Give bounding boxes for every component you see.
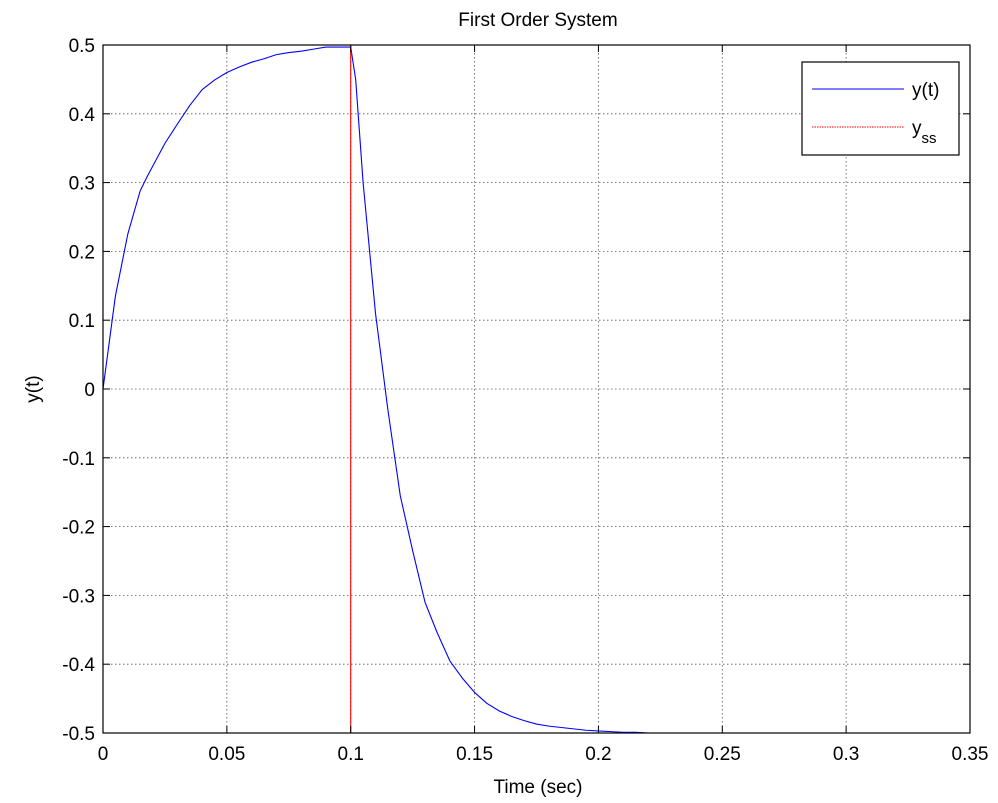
y-tick-label: 0.2 bbox=[69, 242, 95, 263]
grid-lines bbox=[103, 45, 970, 733]
y-tick-label: -0.3 bbox=[62, 586, 95, 607]
chart-title: First Order System bbox=[458, 10, 617, 31]
x-tick-label: 0 bbox=[98, 744, 109, 765]
y-tick-label: -0.4 bbox=[62, 655, 95, 676]
legend-label-y-t: y(t) bbox=[912, 80, 939, 101]
legend-label-y-ss-main: y bbox=[912, 118, 922, 139]
y-tick-label: -0.1 bbox=[62, 449, 95, 470]
x-tick-label: 0.3 bbox=[833, 744, 859, 765]
y-tick-label: 0.4 bbox=[69, 105, 96, 126]
y-tick-label: 0.1 bbox=[69, 311, 95, 332]
x-tick-label: 0.05 bbox=[208, 744, 245, 765]
y-tick-label: -0.5 bbox=[62, 724, 95, 745]
y-tick-label: 0.3 bbox=[69, 174, 95, 195]
x-tick-label: 0.25 bbox=[704, 744, 741, 765]
x-tick-label: 0.2 bbox=[585, 744, 611, 765]
y-tick-label: 0 bbox=[84, 380, 95, 401]
x-tick-label: 0.1 bbox=[338, 744, 364, 765]
y-tick-label: 0.5 bbox=[69, 36, 95, 57]
x-tick-label: 0.35 bbox=[952, 744, 989, 765]
x-axis-label: Time (sec) bbox=[493, 777, 582, 798]
y-axis-label: y(t) bbox=[23, 375, 44, 402]
x-tick-label: 0.15 bbox=[456, 744, 493, 765]
y-tick-label: -0.2 bbox=[62, 518, 95, 539]
axis-ticks: 0 0.05 0.1 0.15 0.2 0.25 0.3 0.35 -0.5 -0.4 -0.3 -0… bbox=[62, 36, 988, 765]
legend-label-y-ss: yss bbox=[912, 118, 937, 147]
legend-label-y-ss-subscript: ss bbox=[922, 130, 937, 147]
legend: y(t) yss bbox=[801, 61, 960, 156]
legend-box bbox=[801, 61, 960, 156]
